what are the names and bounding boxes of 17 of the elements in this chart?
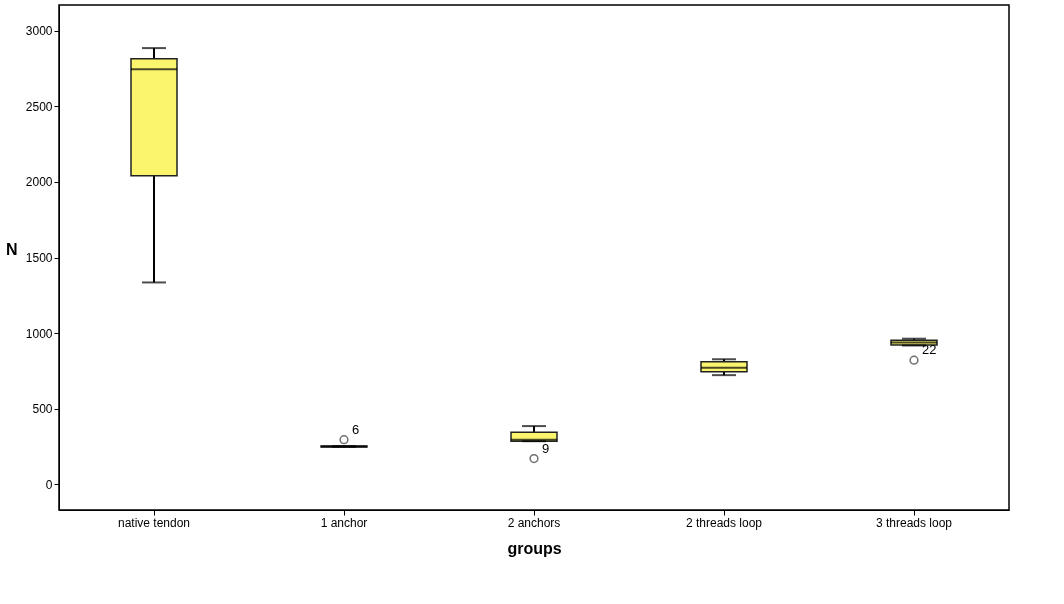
y-tick-label: 1000 — [25, 326, 53, 341]
y-tick-label: 2500 — [25, 99, 53, 114]
x-tick-label: 2 threads loop — [685, 515, 763, 530]
y-tick-label: 1500 — [25, 251, 53, 265]
x-axis-title: groups — [507, 539, 562, 557]
y-tick-label: 2000 — [25, 175, 53, 190]
y-axis-title: N — [6, 241, 18, 258]
annotation: 22 — [922, 342, 937, 358]
y-tick-label: 3000 — [25, 24, 53, 39]
x-tick-label: 3 threads loop — [875, 515, 953, 530]
x-tick-label: 2 anchors — [507, 515, 561, 530]
annotation: 6 — [352, 421, 360, 437]
x-tick-label: native tendon — [117, 515, 191, 530]
x-tick-label: 1 anchor — [320, 515, 368, 530]
y-tick-label: 0 — [45, 477, 53, 492]
annotation: 9 — [542, 440, 550, 456]
y-tick-label: 500 — [32, 402, 53, 417]
